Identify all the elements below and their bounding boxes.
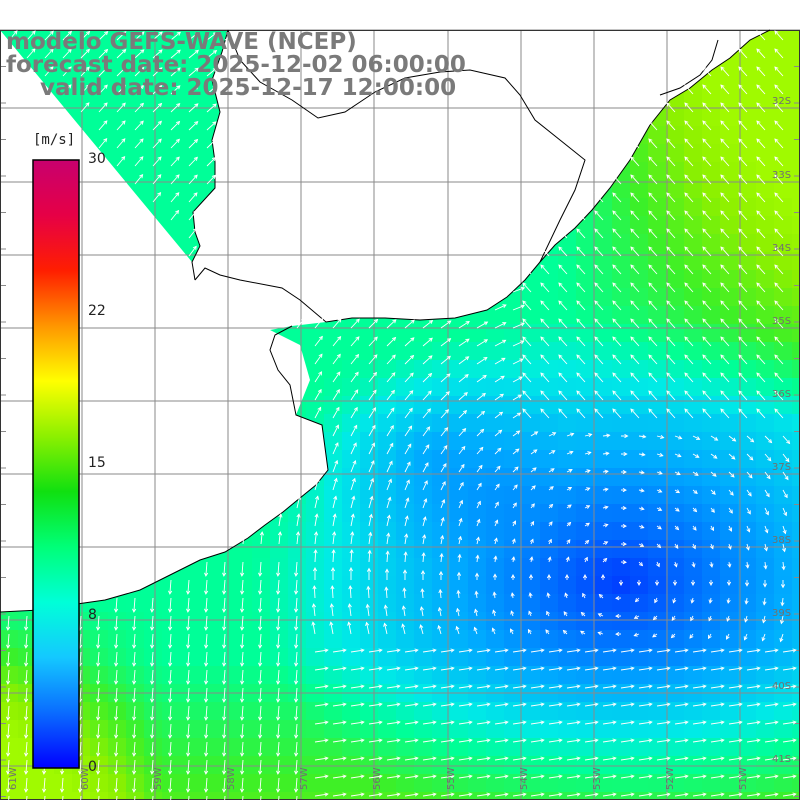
latitude-label: 33S <box>772 170 791 181</box>
latitude-label: 36S <box>772 389 791 400</box>
latitude-labels: 32S 33S 34S 35S 36S 37S 38S 39S 40S 41S <box>772 96 791 765</box>
graticule <box>0 29 800 800</box>
longitude-label: 52W <box>665 767 676 790</box>
forecast-date: forecast date: 2025-12-02 06:00:00 <box>6 52 466 78</box>
longitude-label: 58W <box>226 767 237 790</box>
longitude-label: 61W <box>8 767 19 790</box>
latitude-label: 39S <box>772 608 791 619</box>
longitude-labels: 61W 60W 59W 58W 57W 56W 55W 54W 53W 52W 51W <box>8 767 749 790</box>
latitude-label: 32S <box>772 96 791 107</box>
latitude-label: 34S <box>772 243 791 254</box>
longitude-label: 59W <box>153 767 164 790</box>
colorbar-tick: 0 <box>88 759 97 775</box>
latitude-label: 35S <box>772 316 791 327</box>
longitude-label: 55W <box>446 767 457 790</box>
longitude-label: 57W <box>299 767 310 790</box>
colorbar <box>32 159 80 769</box>
longitude-label: 60W <box>80 767 91 790</box>
colorbar-tick: 22 <box>88 303 106 319</box>
colorbar-tick: 30 <box>88 151 106 167</box>
colorbar-tick: 8 <box>88 607 97 623</box>
longitude-label: 53W <box>592 767 603 790</box>
longitude-label: 56W <box>372 767 383 790</box>
latitude-label: 40S <box>772 681 791 692</box>
colorbar-tick: 15 <box>88 455 106 471</box>
latitude-label: 41S <box>772 754 791 765</box>
latitude-label: 38S <box>772 535 791 546</box>
colorbar-gradient <box>32 159 80 769</box>
model-title: modelo GEFS-WAVE (NCEP) <box>6 29 357 55</box>
longitude-label: 54W <box>519 767 530 790</box>
longitude-label: 51W <box>738 767 749 790</box>
latitude-label: 37S <box>772 462 791 473</box>
colorbar-unit: [m/s] <box>33 132 76 148</box>
valid-date: valid date: 2025-12-17 12:00:00 <box>40 75 457 101</box>
